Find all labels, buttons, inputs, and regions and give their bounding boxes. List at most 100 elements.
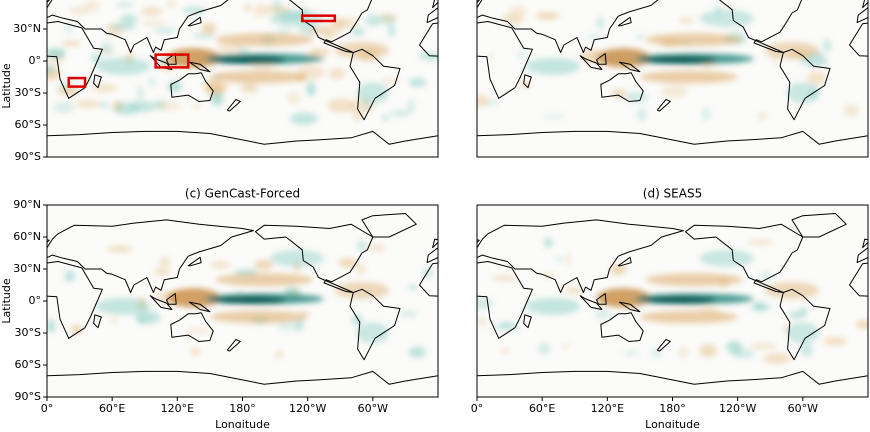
x-tick-label: 60°E <box>99 402 125 415</box>
anomaly <box>344 17 357 29</box>
anomaly <box>54 102 75 113</box>
anomaly <box>543 114 565 119</box>
x-tick-label: 120°W <box>289 402 326 415</box>
anomaly <box>210 261 231 269</box>
y-tick-label: 90°S <box>15 150 41 163</box>
anomaly <box>699 344 717 357</box>
anomaly <box>120 14 138 25</box>
anomaly <box>800 344 813 357</box>
anomaly <box>509 6 527 16</box>
anomaly <box>61 41 81 46</box>
anomaly <box>186 328 210 334</box>
anomaly <box>148 77 156 87</box>
y-tick-label: 0° <box>29 54 42 67</box>
y-tick-label: 30°S <box>15 326 41 339</box>
anomaly <box>75 100 100 108</box>
anomaly <box>270 10 324 27</box>
anomaly <box>763 353 791 364</box>
anomaly <box>357 82 390 103</box>
anomaly <box>96 58 150 75</box>
anomaly <box>286 91 301 104</box>
anomaly <box>160 256 170 267</box>
anomaly <box>824 39 831 52</box>
anomaly <box>210 311 308 324</box>
anomaly <box>701 107 711 120</box>
x-axis-label: Longitude <box>645 418 700 428</box>
anomaly <box>637 108 647 122</box>
anomaly <box>210 56 286 63</box>
anomaly <box>611 88 626 98</box>
anomaly <box>275 351 283 359</box>
anomaly <box>254 4 268 17</box>
anomaly <box>338 258 358 267</box>
anomaly <box>241 83 259 93</box>
anomaly <box>471 94 489 107</box>
anomaly <box>308 49 331 57</box>
x-tick-label: 120°E <box>161 402 194 415</box>
anomaly <box>400 311 417 317</box>
anomaly <box>787 322 820 343</box>
anomaly <box>47 319 55 332</box>
anomaly <box>700 250 754 267</box>
anomaly <box>141 7 163 17</box>
anomaly <box>106 246 132 252</box>
anomaly <box>210 71 308 84</box>
map-panel <box>459 0 870 157</box>
anomaly <box>661 85 688 98</box>
anomaly <box>101 41 113 55</box>
anomaly <box>517 49 525 59</box>
anomaly <box>751 343 777 349</box>
map-panel <box>459 205 870 397</box>
anomaly <box>190 348 201 355</box>
anomaly <box>382 115 389 121</box>
anomaly <box>754 301 767 311</box>
anomaly <box>215 33 313 46</box>
anomaly <box>64 271 75 282</box>
anomaly <box>356 240 367 251</box>
anomaly <box>244 5 252 12</box>
anomaly <box>153 28 177 33</box>
anomaly <box>487 54 495 59</box>
anomaly <box>306 82 315 96</box>
anomaly <box>109 316 118 324</box>
anomaly <box>141 21 168 26</box>
anomaly <box>595 310 612 319</box>
anomaly <box>807 71 827 85</box>
anomaly <box>156 102 182 111</box>
anomaly <box>623 351 638 356</box>
y-tick-label: 60°N <box>13 230 41 243</box>
y-axis-label: Latitude <box>0 63 13 109</box>
anomaly <box>760 270 772 282</box>
anomaly <box>544 238 552 248</box>
x-tick-label: 0° <box>471 402 484 415</box>
y-tick-label: 60°S <box>15 358 41 371</box>
panel-title: (c) GenCast-Forced <box>185 187 300 201</box>
anomaly <box>587 34 601 39</box>
x-tick-label: 0° <box>41 402 54 415</box>
anomaly <box>351 314 362 325</box>
anomaly <box>536 12 559 20</box>
anomaly <box>356 265 366 275</box>
x-tick-label: 120°E <box>591 402 624 415</box>
y-axis-label: Latitude <box>0 278 13 324</box>
anomaly <box>407 99 415 113</box>
anomaly <box>565 287 584 293</box>
anomaly <box>788 312 805 319</box>
anomaly <box>844 105 859 117</box>
anomaly <box>526 298 580 315</box>
x-tick-label: 60°W <box>788 402 818 415</box>
y-tick-label: 0° <box>29 294 42 307</box>
anomaly <box>254 260 273 270</box>
anomaly <box>290 113 318 125</box>
anomaly <box>115 2 134 8</box>
anomaly <box>390 110 411 116</box>
anomaly <box>561 344 571 349</box>
anomaly <box>99 102 110 108</box>
anomaly <box>69 7 90 15</box>
anomaly <box>652 348 661 357</box>
y-tick-label: 90°N <box>13 198 41 211</box>
anomaly <box>645 273 743 286</box>
anomaly <box>565 252 572 266</box>
anomaly <box>357 322 390 343</box>
